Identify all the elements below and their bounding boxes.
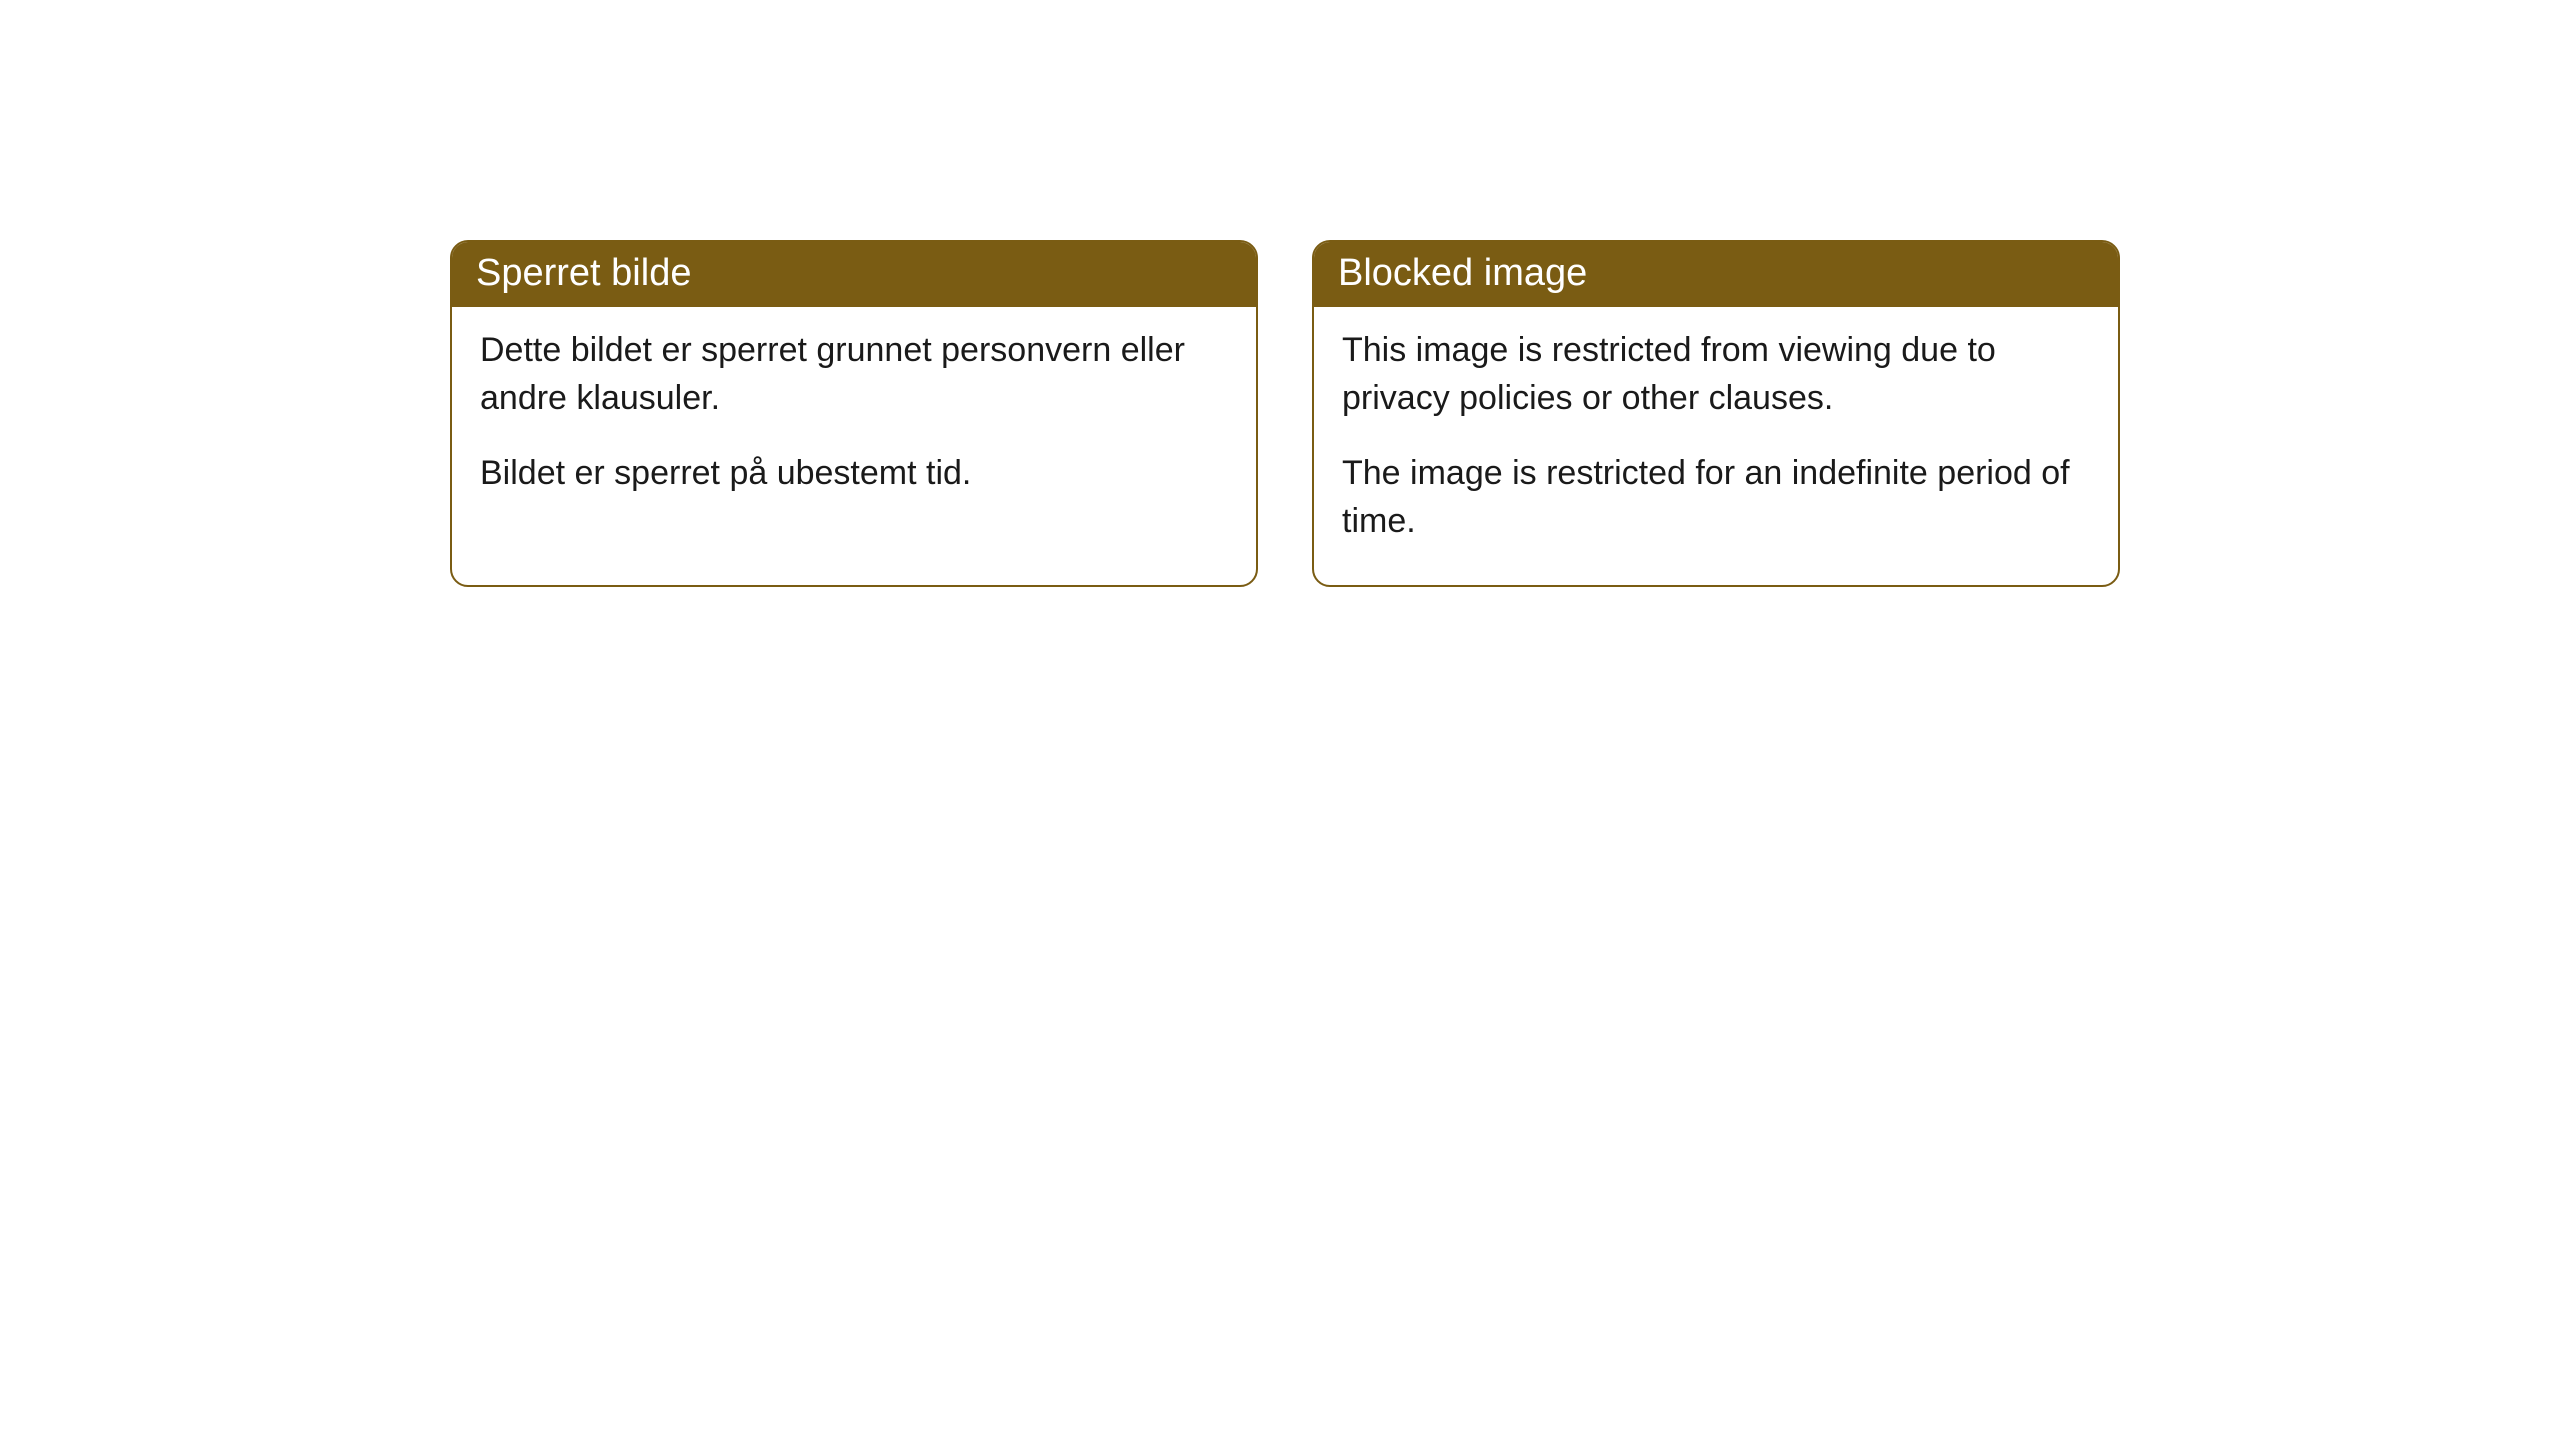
card-body-norwegian: Dette bildet er sperret grunnet personve… [452, 307, 1256, 538]
card-norwegian: Sperret bilde Dette bildet er sperret gr… [450, 240, 1258, 587]
card-header-norwegian: Sperret bilde [452, 242, 1256, 307]
cards-container: Sperret bilde Dette bildet er sperret gr… [450, 240, 2120, 587]
card-paragraph-2-english: The image is restricted for an indefinit… [1342, 450, 2090, 545]
card-paragraph-2-norwegian: Bildet er sperret på ubestemt tid. [480, 450, 1228, 498]
card-paragraph-1-norwegian: Dette bildet er sperret grunnet personve… [480, 327, 1228, 422]
card-body-english: This image is restricted from viewing du… [1314, 307, 2118, 585]
card-paragraph-1-english: This image is restricted from viewing du… [1342, 327, 2090, 422]
card-header-english: Blocked image [1314, 242, 2118, 307]
card-english: Blocked image This image is restricted f… [1312, 240, 2120, 587]
